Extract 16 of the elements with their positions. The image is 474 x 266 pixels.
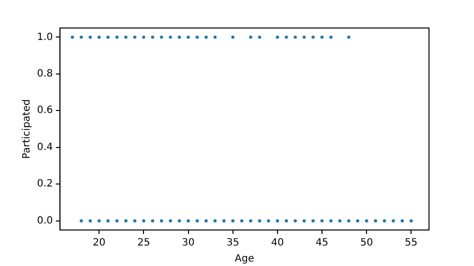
x-tick-label: 50 [360, 238, 373, 249]
y-tick-label: 1.0 [36, 32, 53, 43]
x-axis-title: Age [234, 254, 254, 265]
x-tick-label: 45 [316, 238, 328, 249]
y-tick-label: 0.8 [36, 68, 53, 80]
x-tick-label: 40 [271, 238, 284, 249]
x-tick-label: 30 [182, 238, 195, 249]
y-tick-label: 0.2 [36, 178, 53, 190]
y-tick-label: 0.4 [36, 142, 53, 153]
y-axis-title: Participated [22, 99, 33, 159]
x-tick-label: 25 [137, 238, 150, 249]
x-tick-label: 35 [226, 238, 240, 249]
x-tick-label: 20 [92, 238, 106, 249]
y-tick-label: 0.0 [36, 215, 53, 226]
x-tick-label: 55 [404, 238, 418, 249]
y-tick-label: 0.6 [36, 105, 53, 116]
